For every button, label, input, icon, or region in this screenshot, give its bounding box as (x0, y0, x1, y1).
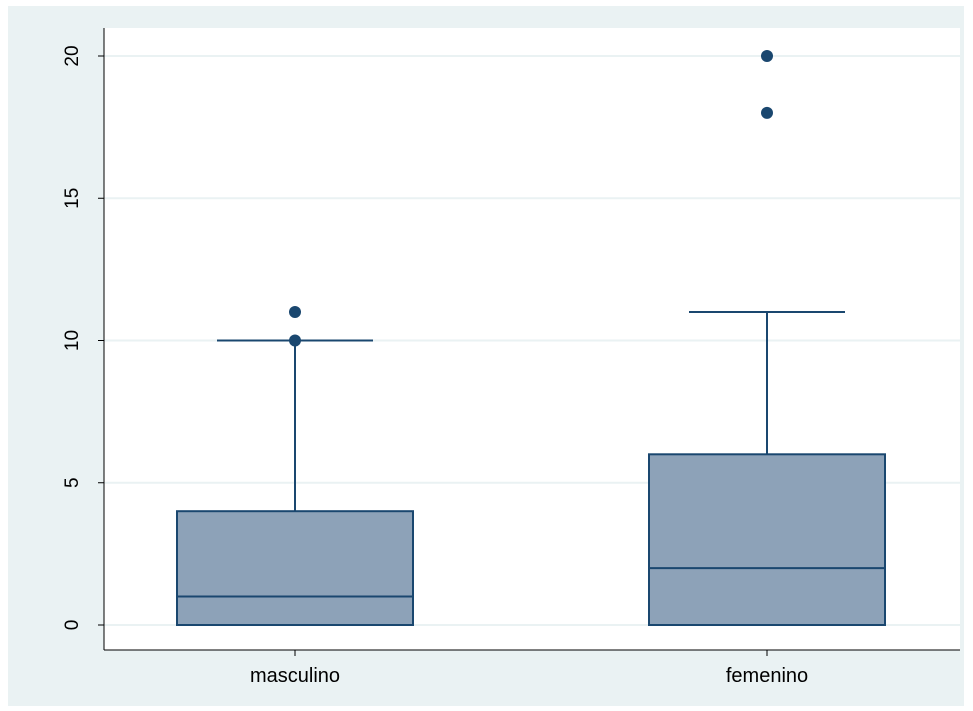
x-category-label-masculino: masculino (250, 665, 340, 687)
iqr-box (648, 453, 886, 626)
x-category-labels: masculino femenino (250, 650, 808, 687)
y-tick-label-20: 20 (62, 45, 83, 66)
y-tick-label-5: 5 (62, 477, 83, 488)
x-category-label-femenino: femenino (726, 665, 808, 687)
outlier-point (761, 106, 773, 119)
outliers-layer (289, 50, 773, 347)
y-tick-label-15: 15 (62, 188, 83, 209)
outlier-point (289, 334, 301, 347)
axes-layer (103, 28, 960, 651)
outlier-point (761, 50, 773, 62)
y-tick-label-10: 10 (62, 330, 83, 351)
y-tick-labels: 0 5 10 15 20 (62, 45, 104, 630)
iqr-box (176, 510, 414, 627)
y-tick-label-0: 0 (62, 620, 83, 631)
box-femenino (648, 311, 886, 626)
outlier-point (289, 306, 301, 319)
